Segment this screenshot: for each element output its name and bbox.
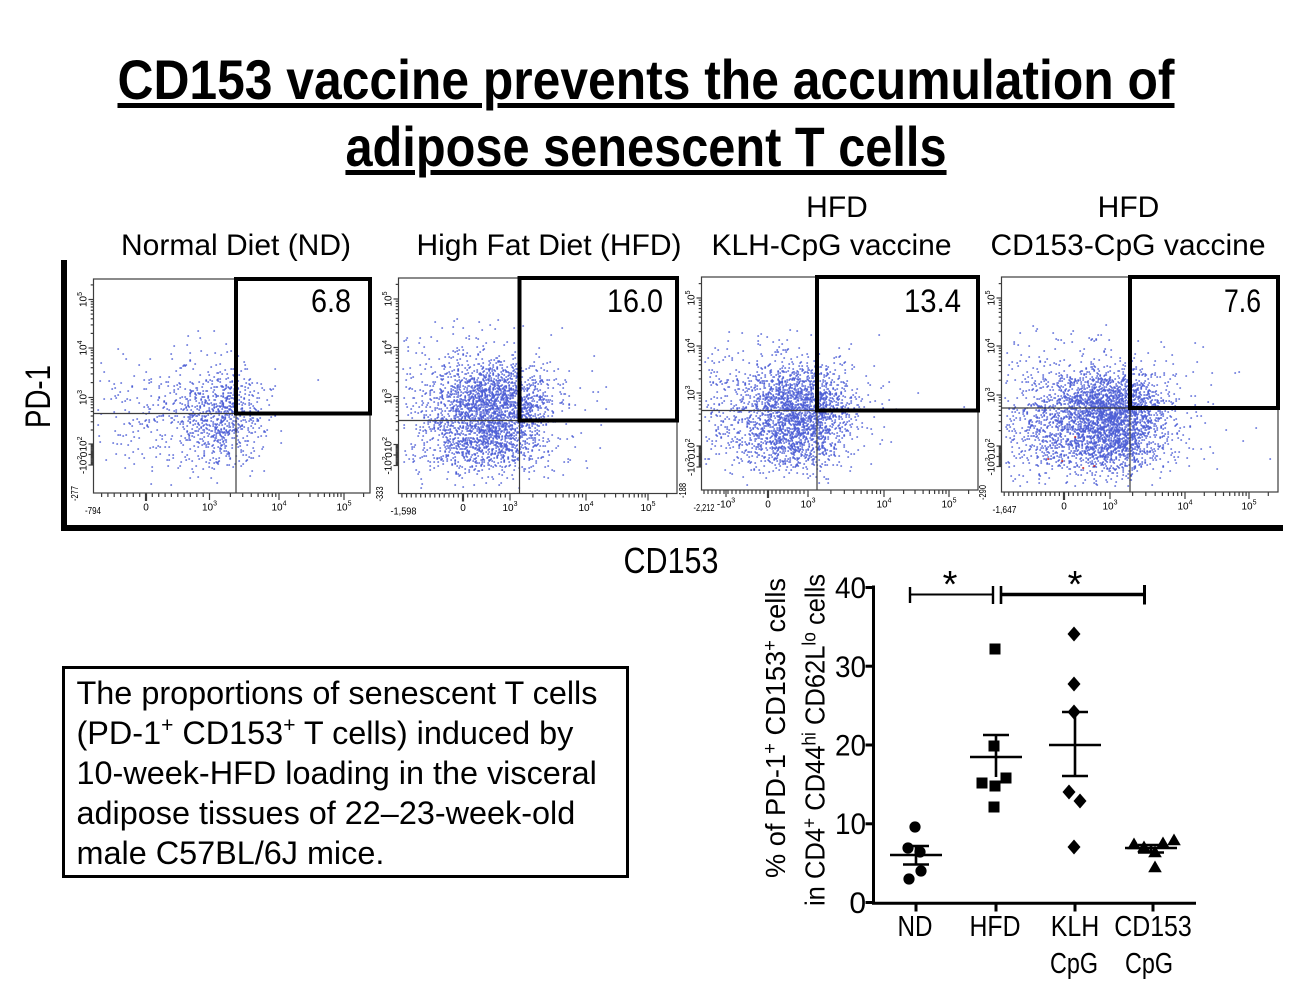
svg-text:6.8: 6.8 bbox=[311, 283, 351, 319]
svg-text:in CD4+ CD44hi CD62Llo cells: in CD4+ CD44hi CD62Llo cells bbox=[800, 574, 831, 906]
svg-text:10: 10 bbox=[835, 808, 866, 841]
svg-text:CD153: CD153 bbox=[1114, 911, 1192, 943]
svg-text:104: 104 bbox=[685, 338, 698, 353]
svg-text:-103: -103 bbox=[717, 498, 735, 511]
svg-text:CD153: CD153 bbox=[624, 540, 719, 581]
svg-text:104: 104 bbox=[876, 498, 891, 511]
svg-text:102: 102 bbox=[685, 438, 698, 453]
svg-text:-102: -102 bbox=[382, 456, 395, 474]
svg-text:0: 0 bbox=[849, 887, 866, 920]
svg-text:13.4: 13.4 bbox=[904, 283, 961, 319]
svg-text:105: 105 bbox=[985, 290, 998, 305]
svg-text:40: 40 bbox=[835, 572, 866, 605]
svg-text:*: * bbox=[1068, 564, 1083, 606]
svg-text:0: 0 bbox=[1061, 502, 1067, 513]
svg-text:0: 0 bbox=[687, 453, 698, 459]
svg-text:HFD: HFD bbox=[970, 911, 1021, 943]
svg-text:-2,212: -2,212 bbox=[694, 503, 715, 514]
svg-text:105: 105 bbox=[640, 501, 655, 514]
svg-text:0: 0 bbox=[143, 503, 149, 514]
svg-text:0: 0 bbox=[460, 503, 466, 514]
svg-text:102: 102 bbox=[77, 436, 90, 451]
svg-text:7.6: 7.6 bbox=[1224, 283, 1261, 319]
svg-text:103: 103 bbox=[985, 387, 998, 402]
svg-text:0: 0 bbox=[384, 452, 395, 458]
svg-text:*: * bbox=[943, 564, 958, 606]
svg-text:104: 104 bbox=[1177, 500, 1192, 513]
svg-text:104: 104 bbox=[382, 340, 395, 355]
svg-text:104: 104 bbox=[271, 501, 286, 514]
svg-text:16.0: 16.0 bbox=[607, 283, 663, 319]
svg-text:-1,647: -1,647 bbox=[993, 505, 1017, 516]
svg-text:103: 103 bbox=[382, 389, 395, 404]
svg-text:-102: -102 bbox=[77, 456, 90, 474]
svg-text:105: 105 bbox=[1241, 500, 1256, 513]
svg-text:-277: -277 bbox=[70, 486, 81, 501]
svg-text:0: 0 bbox=[765, 500, 771, 511]
svg-text:ND: ND bbox=[898, 911, 933, 943]
svg-text:105: 105 bbox=[941, 498, 956, 511]
svg-text:103: 103 bbox=[1102, 500, 1117, 513]
svg-text:103: 103 bbox=[685, 385, 698, 400]
svg-text:104: 104 bbox=[77, 340, 90, 355]
svg-text:-794: -794 bbox=[85, 506, 101, 517]
svg-text:KLH: KLH bbox=[1051, 911, 1100, 943]
svg-text:-290: -290 bbox=[978, 485, 989, 500]
svg-text:20: 20 bbox=[835, 730, 866, 763]
svg-text:103: 103 bbox=[77, 390, 90, 405]
svg-text:-102: -102 bbox=[685, 458, 698, 476]
svg-text:PD-1: PD-1 bbox=[19, 365, 58, 428]
svg-text:-1,598: -1,598 bbox=[391, 507, 417, 518]
svg-text:103: 103 bbox=[502, 501, 517, 514]
svg-text:0: 0 bbox=[987, 453, 998, 459]
svg-text:102: 102 bbox=[985, 438, 998, 453]
svg-text:105: 105 bbox=[77, 292, 90, 307]
svg-text:% of PD-1+ CD153+ cells: % of PD-1+ CD153+ cells bbox=[760, 578, 791, 878]
svg-text:104: 104 bbox=[985, 338, 998, 353]
svg-text:-333: -333 bbox=[375, 486, 386, 501]
svg-text:0: 0 bbox=[79, 451, 90, 457]
svg-text:102: 102 bbox=[382, 437, 395, 452]
svg-text:CpG: CpG bbox=[1125, 948, 1173, 980]
svg-text:105: 105 bbox=[382, 291, 395, 306]
svg-text:30: 30 bbox=[835, 651, 866, 684]
svg-text:-188: -188 bbox=[678, 483, 689, 498]
svg-text:103: 103 bbox=[800, 498, 815, 511]
svg-text:104: 104 bbox=[578, 501, 593, 514]
svg-text:CpG: CpG bbox=[1050, 948, 1098, 980]
svg-text:105: 105 bbox=[685, 290, 698, 305]
svg-text:-102: -102 bbox=[985, 457, 998, 475]
svg-text:105: 105 bbox=[336, 501, 351, 514]
svg-text:103: 103 bbox=[202, 501, 217, 514]
